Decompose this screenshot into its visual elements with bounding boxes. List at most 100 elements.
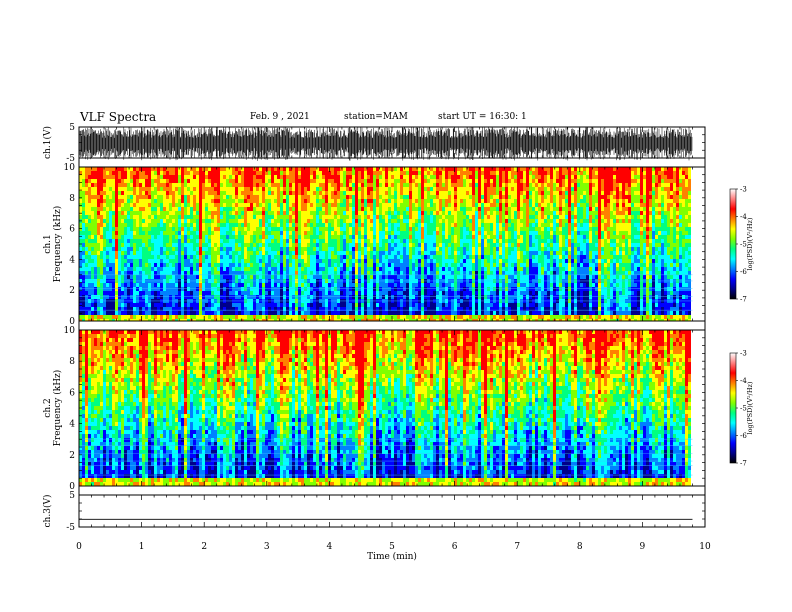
heatmap-cell	[262, 199, 265, 203]
heatmap-cell	[157, 251, 160, 255]
heatmap-cell	[238, 243, 241, 247]
heatmap-cell	[406, 199, 409, 203]
heatmap-cell	[370, 251, 373, 255]
heatmap-cell	[115, 207, 118, 211]
heatmap-cell	[139, 291, 142, 295]
heatmap-cell	[415, 187, 418, 191]
heatmap-cell	[445, 175, 448, 179]
heatmap-cell	[139, 227, 142, 231]
heatmap-cell	[409, 199, 412, 203]
heatmap-cell	[346, 235, 349, 239]
heatmap-cell	[85, 223, 88, 227]
heatmap-cell	[163, 275, 166, 279]
heatmap-cell	[94, 243, 97, 247]
heatmap-cell	[127, 199, 130, 203]
heatmap-cell	[412, 211, 415, 215]
heatmap-cell	[220, 223, 223, 227]
heatmap-cell	[310, 199, 313, 203]
heatmap-cell	[118, 239, 121, 243]
heatmap-cell	[361, 187, 364, 191]
heatmap-cell	[232, 191, 235, 195]
heatmap-cell	[166, 287, 169, 291]
heatmap-cell	[364, 211, 367, 215]
heatmap-cell	[292, 315, 295, 319]
heatmap-cell	[415, 183, 418, 187]
heatmap-cell	[184, 267, 187, 271]
heatmap-cell	[394, 283, 397, 287]
heatmap-cell	[199, 291, 202, 295]
heatmap-cell	[430, 175, 433, 179]
heatmap-cell	[280, 247, 283, 251]
heatmap-cell	[193, 291, 196, 295]
heatmap-cell	[298, 191, 301, 195]
heatmap-cell	[247, 263, 250, 267]
heatmap-cell	[250, 171, 253, 175]
heatmap-cell	[289, 171, 292, 175]
heatmap-cell	[286, 187, 289, 191]
heatmap-cell	[199, 295, 202, 299]
heatmap-cell	[220, 195, 223, 199]
heatmap-cell	[415, 191, 418, 195]
heatmap-cell	[169, 247, 172, 251]
heatmap-cell	[223, 263, 226, 267]
heatmap-cell	[334, 295, 337, 299]
heatmap-cell	[388, 243, 391, 247]
heatmap-cell	[211, 303, 214, 307]
heatmap-cell	[322, 259, 325, 263]
heatmap-cell	[181, 171, 184, 175]
heatmap-cell	[229, 207, 232, 211]
heatmap-cell	[430, 311, 433, 315]
heatmap-cell	[172, 227, 175, 231]
heatmap-cell	[415, 311, 418, 315]
heatmap-cell	[430, 215, 433, 219]
heatmap-cell	[148, 295, 151, 299]
heatmap-cell	[280, 223, 283, 227]
heatmap-cell	[373, 211, 376, 215]
heatmap-cell	[238, 207, 241, 211]
heatmap-cell	[202, 211, 205, 215]
heatmap-cell	[160, 219, 163, 223]
heatmap-cell	[262, 179, 265, 183]
heatmap-cell	[256, 203, 259, 207]
heatmap-cell	[151, 207, 154, 211]
heatmap-cell	[442, 171, 445, 175]
heatmap-cell	[352, 263, 355, 267]
heatmap-cell	[172, 275, 175, 279]
heatmap-cell	[346, 291, 349, 295]
heatmap-cell	[91, 211, 94, 215]
heatmap-cell	[151, 167, 154, 171]
heatmap-cell	[310, 263, 313, 267]
heatmap-cell	[343, 311, 346, 315]
heatmap-cell	[442, 231, 445, 235]
heatmap-cell	[256, 175, 259, 179]
heatmap-cell	[334, 283, 337, 287]
heatmap-cell	[91, 247, 94, 251]
heatmap-cell	[154, 223, 157, 227]
heatmap-cell	[175, 311, 178, 315]
heatmap-cell	[391, 223, 394, 227]
heatmap-cell	[202, 315, 205, 319]
heatmap-cell	[208, 295, 211, 299]
heatmap-cell	[319, 271, 322, 275]
heatmap-cell	[181, 203, 184, 207]
heatmap-cell	[322, 287, 325, 291]
heatmap-cell	[394, 239, 397, 243]
heatmap-cell	[367, 235, 370, 239]
heatmap-cell	[94, 171, 97, 175]
heatmap-cell	[376, 263, 379, 267]
heatmap-cell	[199, 175, 202, 179]
heatmap-cell	[196, 171, 199, 175]
heatmap-cell	[106, 203, 109, 207]
heatmap-cell	[154, 231, 157, 235]
heatmap-cell	[226, 171, 229, 175]
heatmap-cell	[187, 231, 190, 235]
heatmap-cell	[448, 219, 451, 223]
heatmap-cell	[136, 239, 139, 243]
heatmap-cell	[166, 207, 169, 211]
heatmap-cell	[451, 263, 454, 267]
heatmap-cell	[289, 227, 292, 231]
heatmap-cell	[328, 219, 331, 223]
heatmap-cell	[322, 195, 325, 199]
heatmap-cell	[166, 239, 169, 243]
heatmap-cell	[388, 315, 391, 319]
